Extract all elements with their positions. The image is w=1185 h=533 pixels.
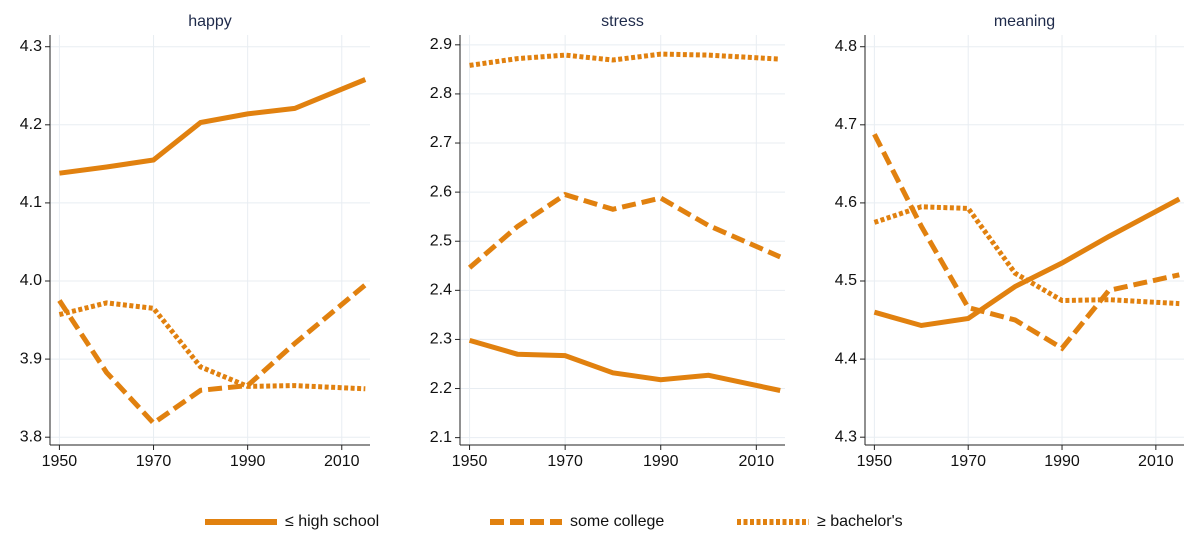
y-tick-label: 4.2	[20, 116, 42, 133]
y-tick-label: 2.2	[430, 380, 452, 397]
y-tick-label: 2.6	[430, 183, 452, 200]
x-tick-label: 1950	[857, 453, 893, 470]
line-series	[467, 191, 782, 270]
y-tick-label: 2.5	[430, 232, 452, 249]
line-series	[57, 282, 367, 427]
y-tick-label: 2.1	[430, 429, 452, 446]
y-tick-label: 4.7	[835, 116, 857, 133]
y-tick-label: 2.3	[430, 331, 452, 348]
x-tick-label: 1970	[547, 453, 583, 470]
y-tick-label: 4.3	[20, 38, 42, 55]
x-tick-label: 1970	[950, 453, 986, 470]
y-tick-label: 4.6	[835, 194, 857, 211]
x-tick-label: 2010	[1138, 453, 1174, 470]
legend-label: some college	[570, 513, 664, 530]
y-tick-label: 3.8	[20, 428, 42, 445]
y-tick-label: 2.4	[430, 282, 452, 299]
panel-title: meaning	[994, 13, 1055, 30]
y-tick-label: 4.0	[20, 272, 42, 289]
line-series	[468, 337, 781, 393]
panel-title: stress	[601, 13, 644, 30]
x-tick-label: 1990	[643, 453, 679, 470]
y-tick-label: 3.9	[20, 350, 42, 367]
x-tick-label: 1990	[1044, 453, 1080, 470]
line-series	[58, 300, 366, 392]
x-tick-label: 1950	[42, 453, 78, 470]
line-series	[469, 51, 781, 68]
line-series	[59, 77, 367, 176]
legend-label: ≥ bachelor's	[817, 513, 903, 530]
y-tick-label: 4.1	[20, 194, 42, 211]
y-tick-label: 4.5	[835, 272, 857, 289]
y-tick-label: 2.8	[430, 85, 452, 102]
y-tick-label: 2.7	[430, 134, 452, 151]
legend-label: ≤ high school	[285, 513, 379, 530]
x-tick-label: 2010	[739, 453, 775, 470]
x-tick-label: 1990	[230, 453, 266, 470]
y-tick-label: 4.4	[835, 350, 857, 367]
line-series	[872, 133, 1180, 352]
y-tick-label: 2.9	[430, 36, 452, 53]
line-series	[873, 204, 1180, 307]
line-series	[873, 196, 1181, 329]
x-tick-label: 2010	[324, 453, 360, 470]
y-tick-label: 4.3	[835, 428, 857, 445]
x-tick-label: 1970	[136, 453, 172, 470]
x-tick-label: 1950	[452, 453, 488, 470]
y-tick-label: 4.8	[835, 38, 857, 55]
panel-title: happy	[188, 13, 232, 30]
